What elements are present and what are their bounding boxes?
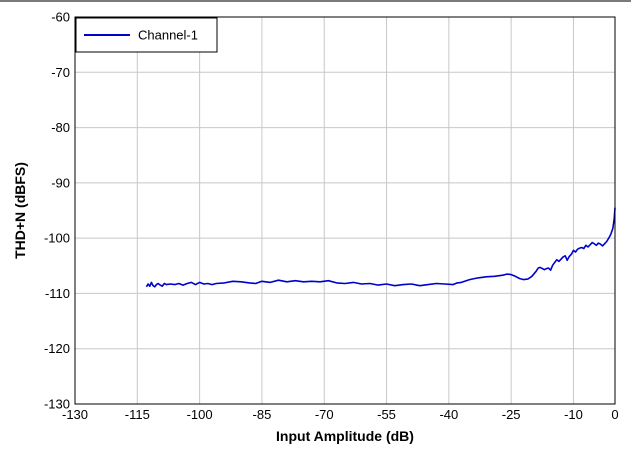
tick-labels: -130 -115 -100 -85 -70 -55 -40 -25 -10 0-60-70-80… [44, 10, 619, 423]
series-line-channel-1 [145, 207, 616, 288]
legend-label-channel-1: Channel-1 [138, 28, 198, 43]
x-tick-label: -130 [62, 407, 88, 422]
x-tick-label: -85 [253, 407, 272, 422]
plot-frame [74, 16, 616, 405]
series-layer [145, 207, 616, 288]
y-tick-label: -60 [51, 10, 70, 25]
y-tick-label: -110 [45, 286, 70, 301]
x-tick-label: -55 [377, 407, 396, 422]
x-tick-label: 0 [611, 407, 618, 422]
y-tick-label: -120 [44, 341, 70, 356]
x-tick-label: -25 [502, 407, 521, 422]
x-axis-title: Input Amplitude (dB) [276, 428, 414, 444]
x-tick-label: -100 [187, 407, 213, 422]
y-tick-label: -70 [51, 65, 70, 80]
y-axis-title: THD+N (dBFS) [12, 162, 28, 259]
legend: Channel-1 [75, 17, 218, 53]
x-tick-label: -40 [439, 407, 458, 422]
x-tick-label: -10 [564, 407, 583, 422]
y-tick-label: -100 [44, 231, 70, 246]
x-tick-label: -70 [315, 407, 334, 422]
top-rule [0, 0, 631, 2]
y-tick-label: -80 [51, 120, 70, 135]
grid-layer [75, 17, 615, 404]
y-tick-label: -130 [44, 397, 70, 412]
x-tick-label: -115 [125, 407, 150, 422]
y-tick-label: -90 [51, 175, 70, 190]
